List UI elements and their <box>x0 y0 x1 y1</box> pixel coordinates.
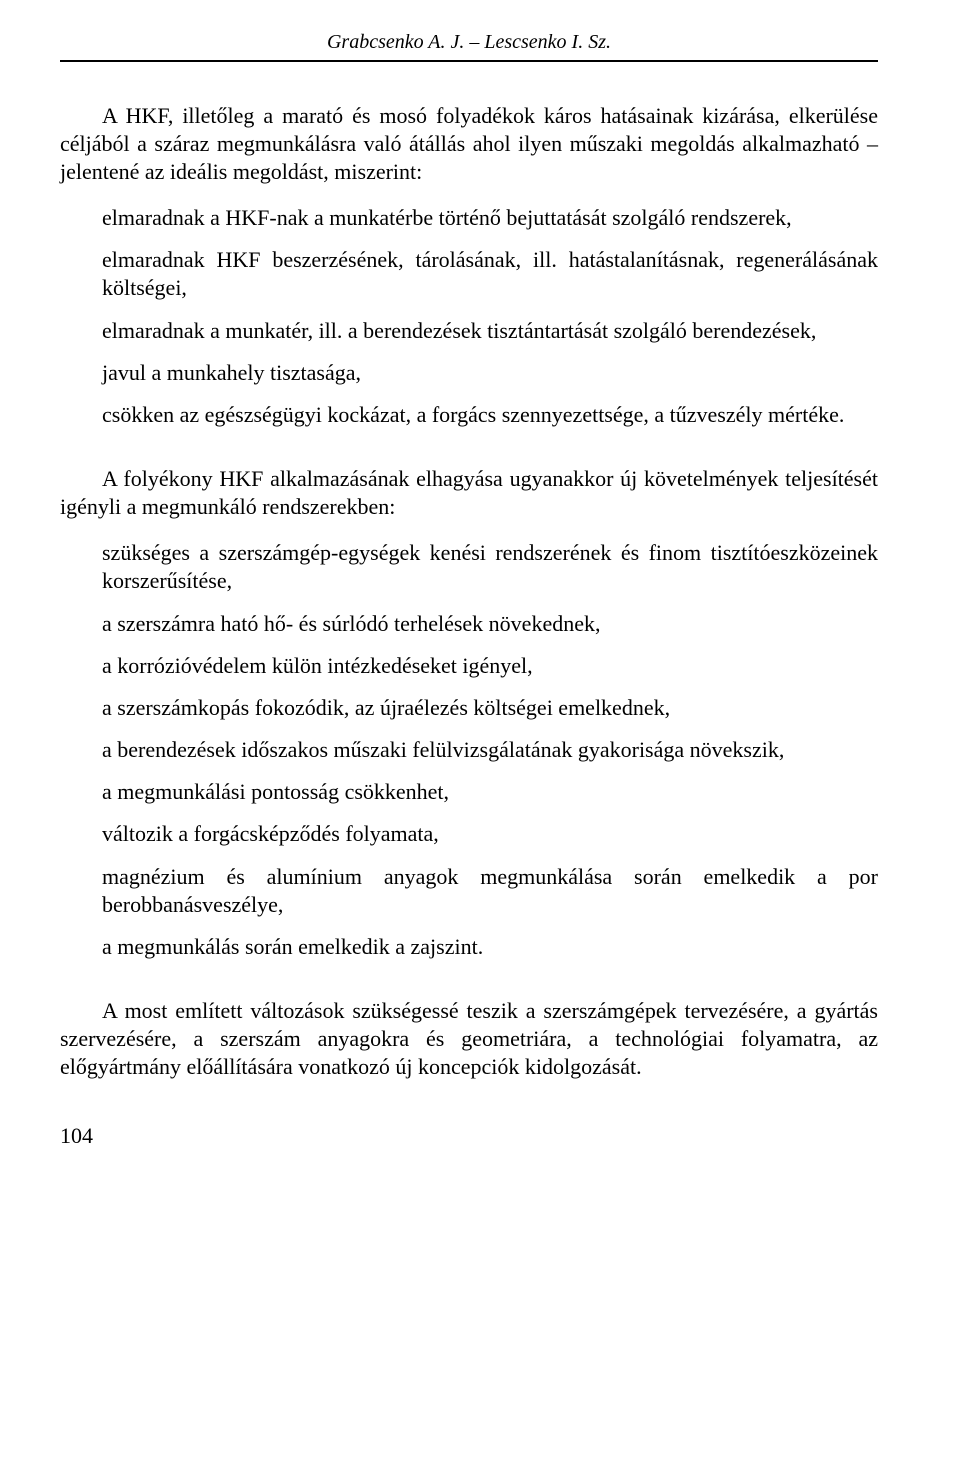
paragraph-intro-1: A HKF, illetőleg a marató és mosó folyad… <box>60 102 878 186</box>
list-item: a szerszámkopás fokozódik, az újraélezés… <box>102 694 878 722</box>
list-2: szükséges a szerszámgép-egységek kenési … <box>60 539 878 961</box>
list-item: magnézium és alumínium anyagok megmunkál… <box>102 863 878 919</box>
list-item: szükséges a szerszámgép-egységek kenési … <box>102 539 878 595</box>
list-item: elmaradnak a HKF-nak a munkatérbe történ… <box>102 204 878 232</box>
paragraph-conclusion: A most említett változások szükségessé t… <box>60 997 878 1081</box>
spacer <box>60 979 878 997</box>
page-number: 104 <box>60 1122 878 1150</box>
header-rule <box>60 60 878 62</box>
list-item: elmaradnak a munkatér, ill. a berendezés… <box>102 317 878 345</box>
list-item: a megmunkálási pontosság csökkenhet, <box>102 778 878 806</box>
running-head: Grabcsenko A. J. – Lescsenko I. Sz. <box>60 30 878 56</box>
list-item: a szerszámra ható hő- és súrlódó terhelé… <box>102 610 878 638</box>
list-1: elmaradnak a HKF-nak a munkatérbe történ… <box>60 204 878 429</box>
list-item: javul a munkahely tisztasága, <box>102 359 878 387</box>
list-item: a megmunkálás során emelkedik a zajszint… <box>102 933 878 961</box>
list-item: a korrózióvédelem külön intézkedéseket i… <box>102 652 878 680</box>
spacer <box>60 447 878 465</box>
list-item: csökken az egészségügyi kockázat, a forg… <box>102 401 878 429</box>
list-item: változik a forgácsképződés folyamata, <box>102 820 878 848</box>
list-item: elmaradnak HKF beszerzésének, tárolásána… <box>102 246 878 302</box>
page: Grabcsenko A. J. – Lescsenko I. Sz. A HK… <box>0 0 960 1467</box>
list-item: a berendezések időszakos műszaki felülvi… <box>102 736 878 764</box>
paragraph-intro-2: A folyékony HKF alkalmazásának elhagyása… <box>60 465 878 521</box>
